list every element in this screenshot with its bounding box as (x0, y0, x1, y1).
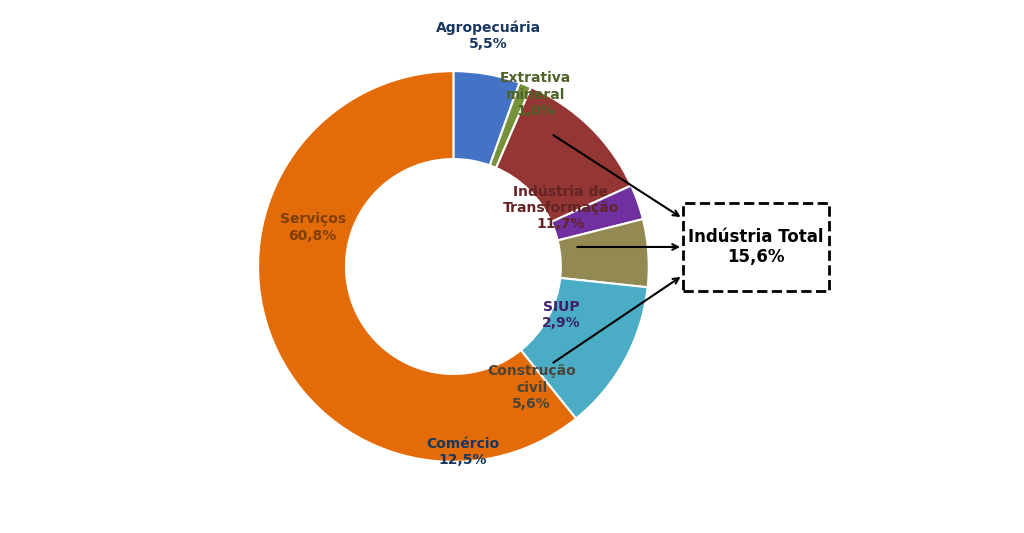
Text: Extrativa
mineral
1,0%: Extrativa mineral 1,0% (500, 71, 571, 118)
Text: Agropecuária
5,5%: Agropecuária 5,5% (436, 21, 541, 51)
Wedge shape (454, 71, 519, 165)
Wedge shape (258, 71, 577, 462)
Wedge shape (496, 87, 631, 222)
Text: Comércio
12,5%: Comércio 12,5% (427, 437, 500, 467)
Wedge shape (489, 83, 531, 168)
Wedge shape (551, 185, 643, 240)
Text: Indústria Total
15,6%: Indústria Total 15,6% (688, 228, 824, 266)
Text: Indústria de
Transformação
11,7%: Indústria de Transformação 11,7% (503, 185, 620, 231)
FancyBboxPatch shape (683, 203, 829, 291)
Wedge shape (521, 278, 647, 418)
Text: Serviços
60,8%: Serviços 60,8% (280, 212, 346, 243)
Text: Construção
civil
5,6%: Construção civil 5,6% (487, 365, 575, 411)
Text: SIUP
2,9%: SIUP 2,9% (542, 300, 581, 330)
Wedge shape (558, 219, 649, 287)
